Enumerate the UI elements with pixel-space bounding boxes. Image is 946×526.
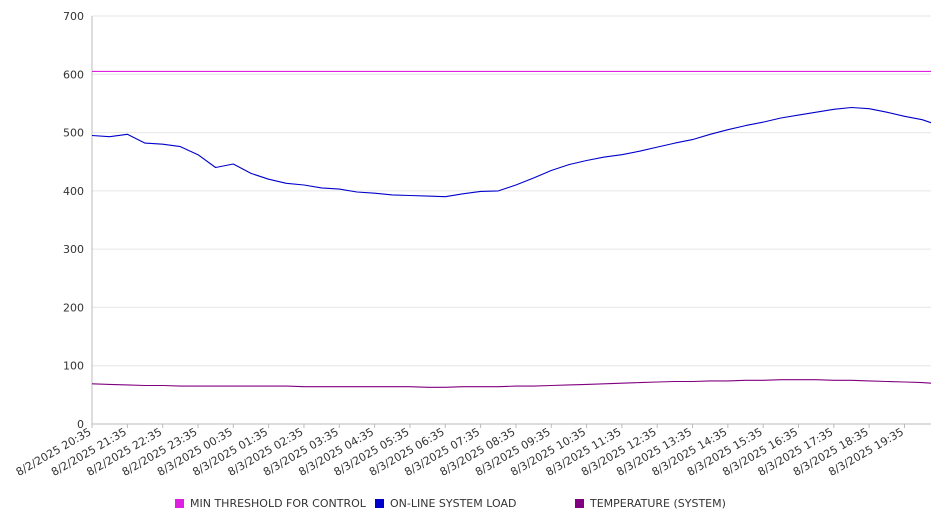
y-tick-label: 0 xyxy=(77,418,84,431)
y-tick-label: 400 xyxy=(63,185,84,198)
series-line-on-line-system-load xyxy=(91,106,932,198)
y-tick-label: 700 xyxy=(63,10,84,23)
y-tick-labels: 0 100 200 300 400 500 600 700 xyxy=(63,10,84,431)
y-tick-label: 100 xyxy=(63,360,84,373)
gridlines xyxy=(92,15,931,367)
series-line-temperature-system xyxy=(91,379,932,388)
series-lines xyxy=(91,70,932,388)
legend-swatch-temperature-system xyxy=(575,499,584,508)
legend-label-min-threshold: MIN THRESHOLD FOR CONTROL xyxy=(190,497,366,510)
x-tick-labels: 8/2/2025 20:358/2/2025 21:358/2/2025 22:… xyxy=(14,424,906,479)
y-tick-label: 500 xyxy=(63,127,84,140)
legend-label-temperature-system: TEMPERATURE (SYSTEM) xyxy=(590,497,726,510)
y-tick-label: 600 xyxy=(63,68,84,81)
legend-swatch-min-threshold xyxy=(175,499,184,508)
legend-item-min-threshold: MIN THRESHOLD FOR CONTROL xyxy=(175,497,366,510)
axes xyxy=(91,16,931,425)
y-tick-label: 300 xyxy=(63,243,84,256)
y-tick-label: 200 xyxy=(63,301,84,314)
legend-label-online-system-load: ON-LINE SYSTEM LOAD xyxy=(390,497,517,510)
legend-item-temperature-system: TEMPERATURE (SYSTEM) xyxy=(575,497,726,510)
legend-item-online-system-load: ON-LINE SYSTEM LOAD xyxy=(375,497,516,510)
legend: MIN THRESHOLD FOR CONTROL ON-LINE SYSTEM… xyxy=(0,497,946,515)
legend-swatch-online-system-load xyxy=(375,499,384,508)
